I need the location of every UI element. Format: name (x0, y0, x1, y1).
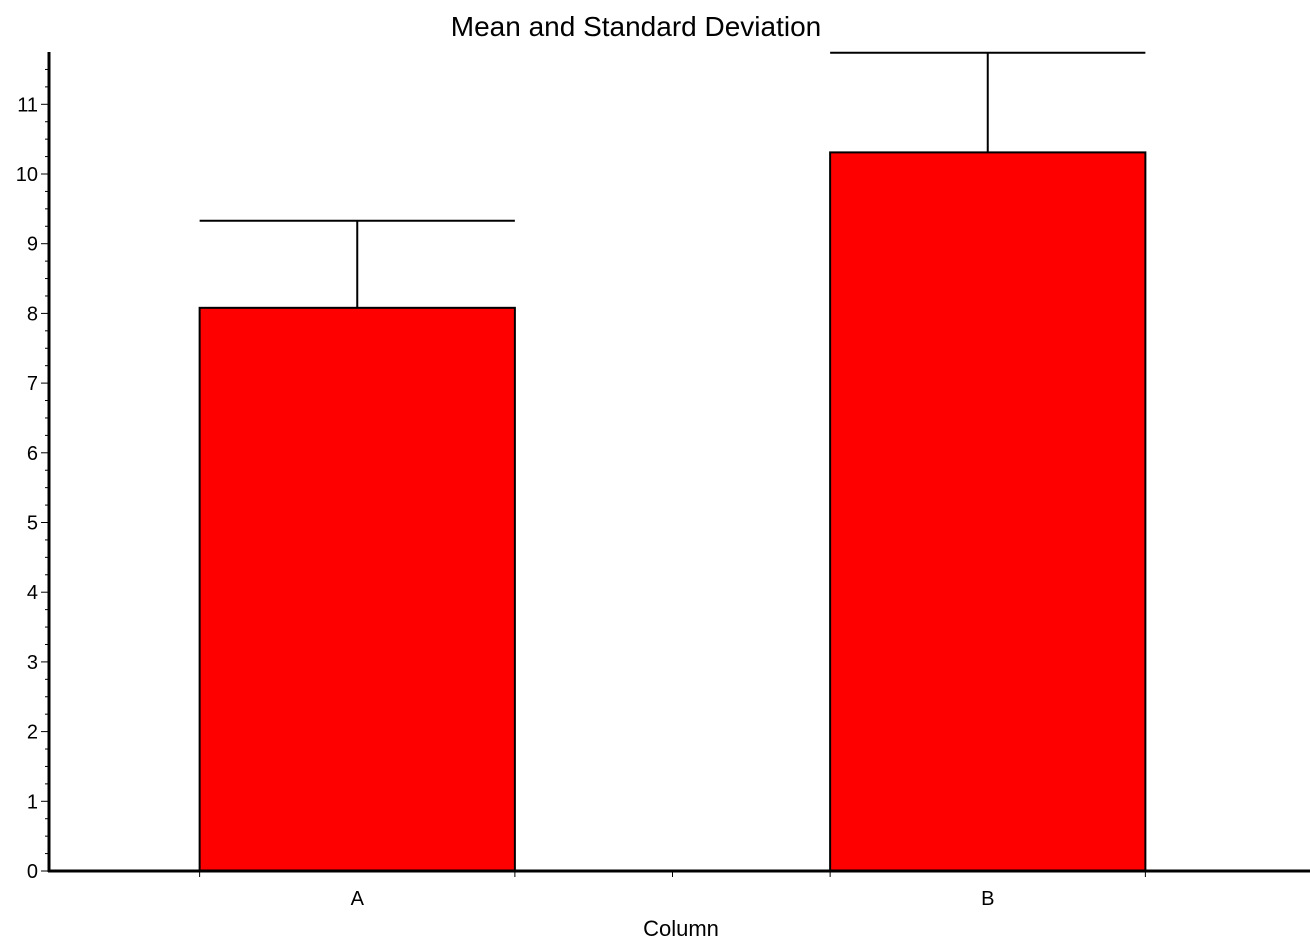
y-tick-label-9: 9 (27, 234, 38, 256)
bar-a (198, 306, 516, 873)
x-tick-label-a: A (351, 888, 365, 910)
y-tick-label-0: 0 (27, 861, 38, 883)
y-axis: 0 1 2 3 4 5 6 7 8 9 10 11 (16, 52, 51, 883)
y-tick-label-11: 11 (17, 94, 38, 116)
y-tick-label-8: 8 (27, 303, 38, 325)
y-tick-label-5: 5 (27, 513, 38, 535)
y-tick-label-4: 4 (27, 582, 38, 604)
x-axis-label: Column (643, 916, 719, 941)
y-tick-label-3: 3 (27, 652, 38, 674)
x-tick-label-b: B (981, 888, 994, 910)
y-tick-label-6: 6 (27, 443, 38, 465)
y-tick-label-1: 1 (27, 791, 38, 813)
y-tick-label-7: 7 (27, 373, 38, 395)
error-bars-group (199, 51, 1146, 308)
bar-b (829, 151, 1147, 872)
bars-group (198, 151, 1147, 873)
chart-title: Mean and Standard Deviation (451, 11, 821, 42)
y-tick-label-2: 2 (27, 722, 38, 744)
y-tick-label-10: 10 (16, 164, 38, 186)
